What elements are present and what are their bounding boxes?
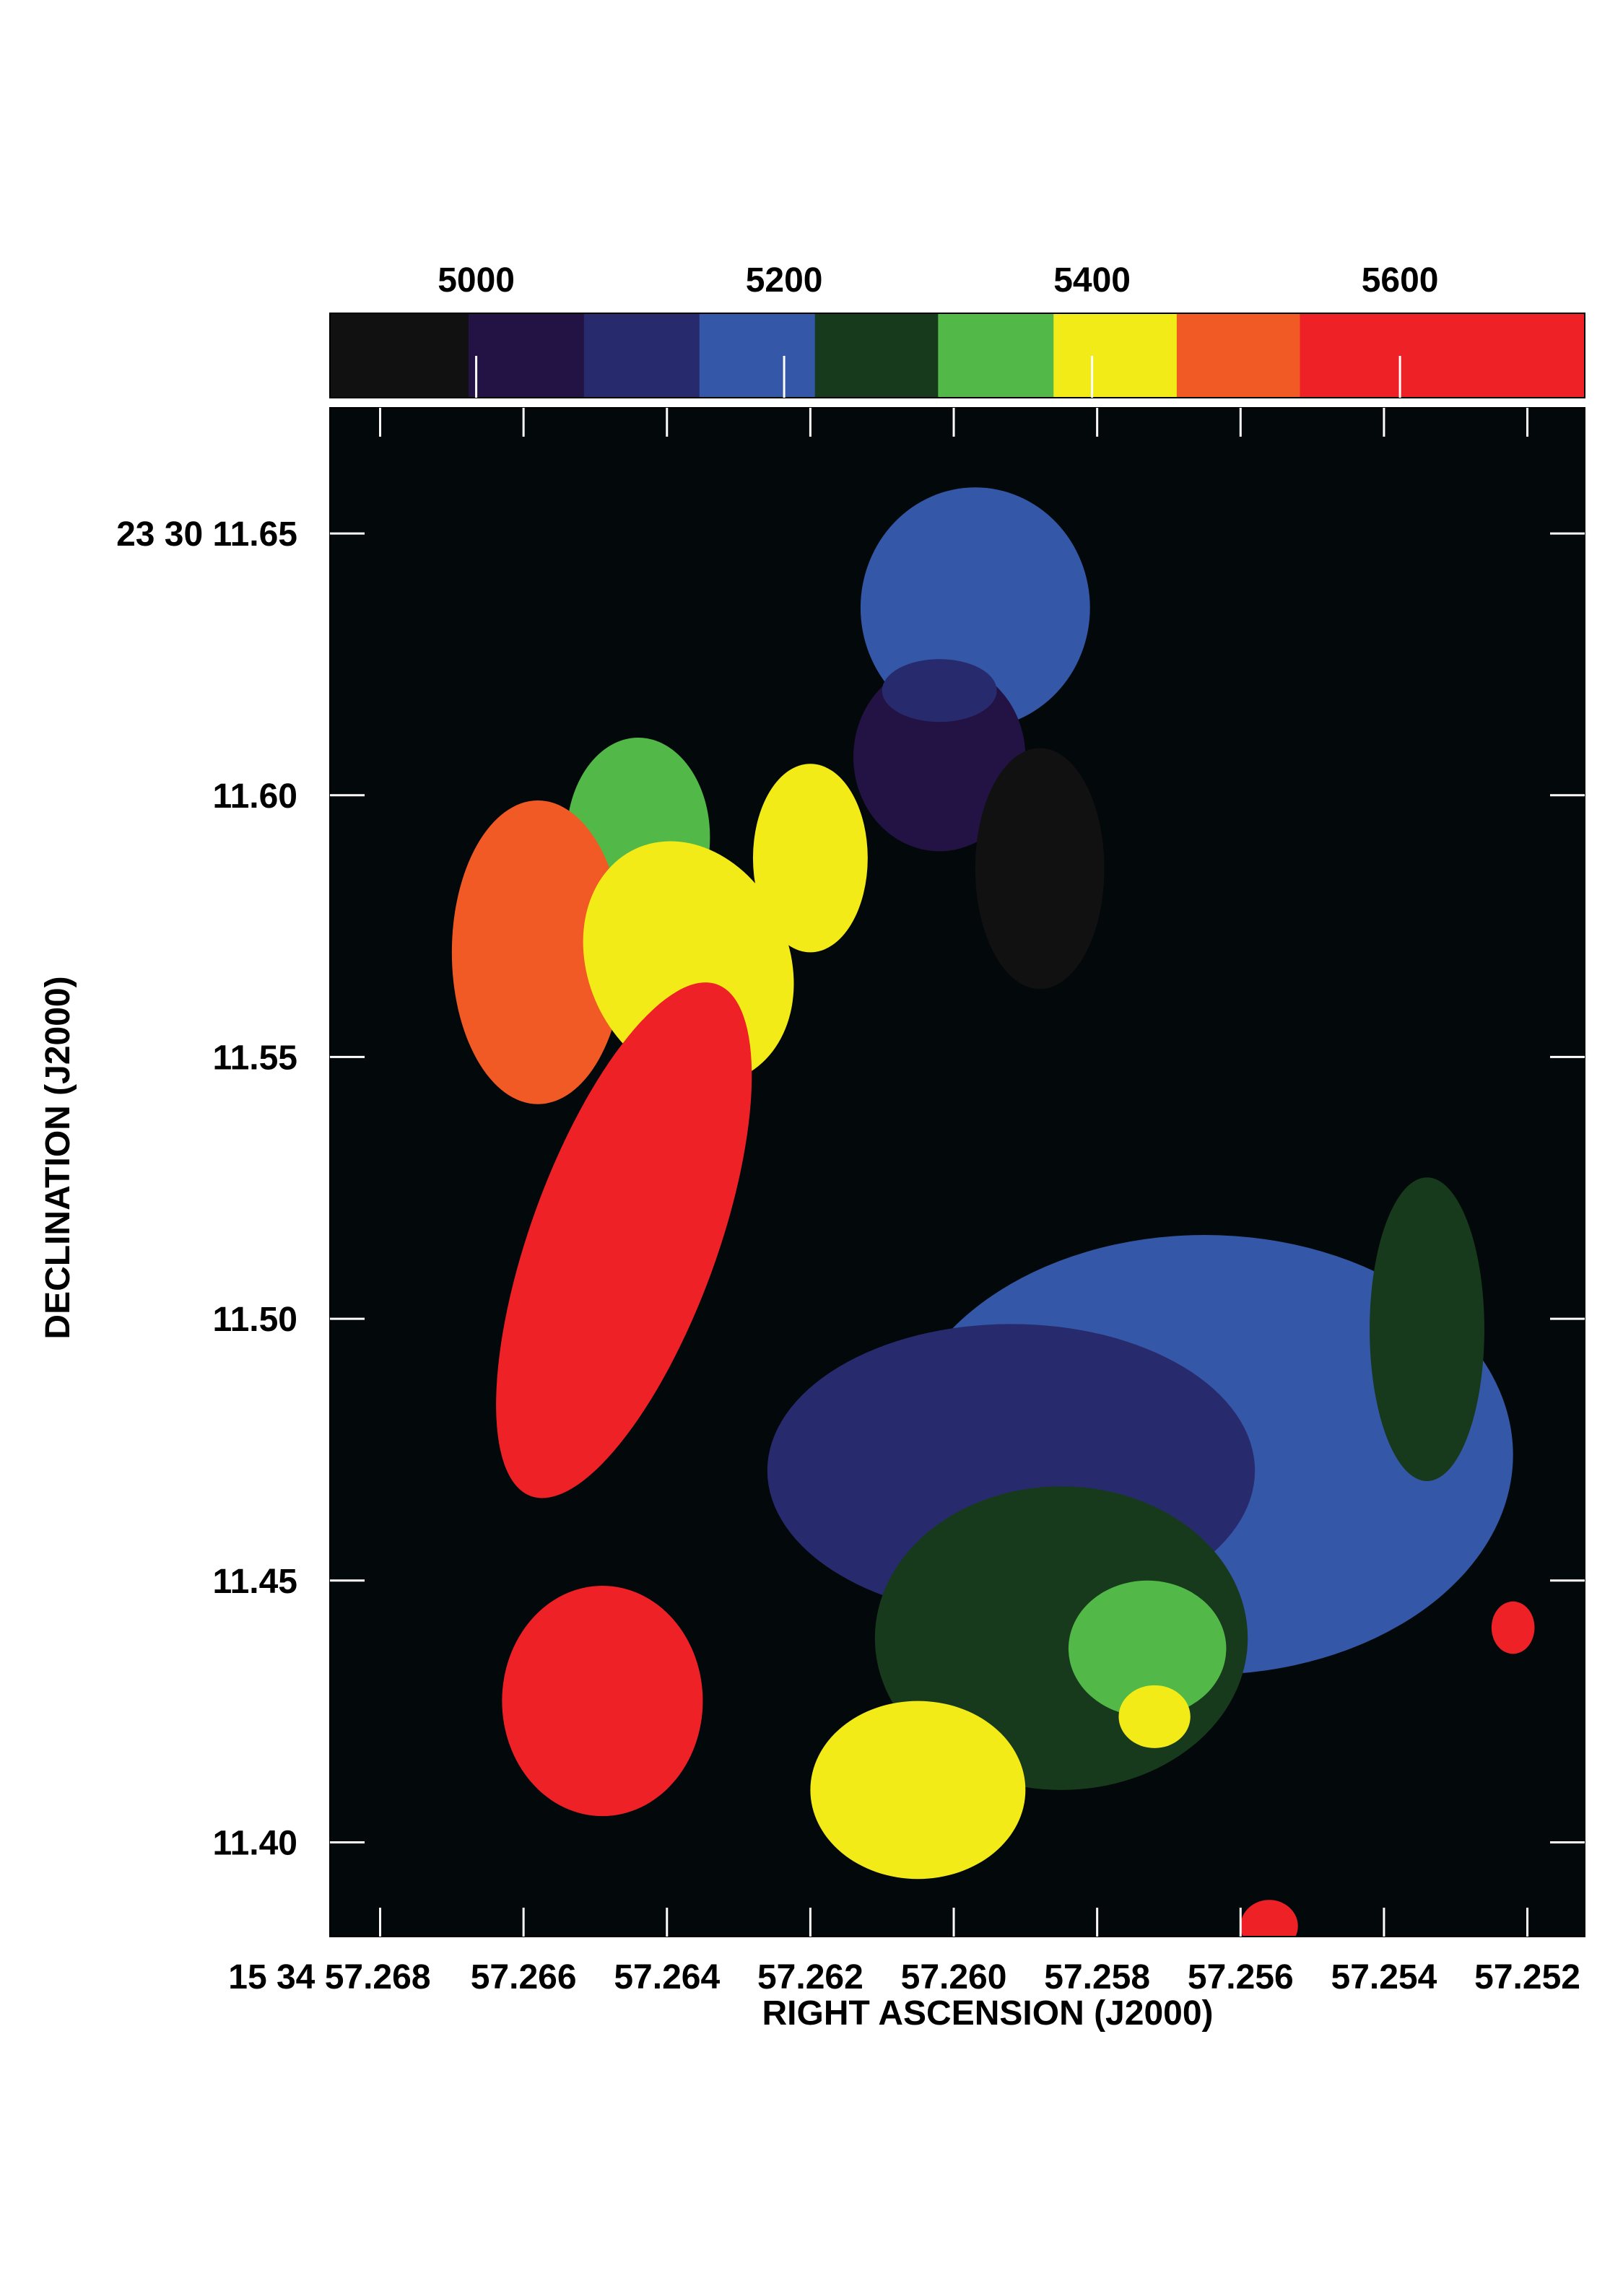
x-tick-label: 57.264 [614,1958,720,1996]
colorbar-bin [938,313,1054,398]
colorbar-tick-labels: 5000 5200 5400 5600 [438,261,1438,300]
colorbar-bin [1300,313,1585,398]
colorbar-frame [329,313,1585,398]
velocity-region [1370,1177,1484,1481]
velocity-regions [451,487,1535,1937]
axis-ticks [330,408,1585,1937]
y-tick-label: 11.60 [213,777,297,816]
colorbar-bin [1053,313,1178,398]
colorbar-tick-label: 5200 [746,261,823,300]
velocity-region [1118,1685,1191,1748]
colorbar-bins [330,313,1585,398]
colorbar-bin [583,313,700,398]
velocity-region [1240,1900,1298,1937]
x-tick-labels: 15 34 57.268 57.266 57.264 57.262 57.260 57.2… [228,1958,1580,1996]
colorbar-ticks [475,356,1401,398]
colorbar-tick-label: 5600 [1362,261,1439,300]
x-tick-label: 57.256 [1188,1958,1294,1996]
y-tick-label: 11.50 [213,1301,297,1339]
velocity-region [810,1701,1026,1880]
x-tick-label: 57.260 [901,1958,1007,1996]
colorbar-bin [699,313,816,398]
x-tick-label: 57.252 [1474,1958,1580,1996]
colorbar-bin [468,313,585,398]
velocity-region [975,748,1105,990]
colorbar: 5000 5200 5400 5600 [329,261,1585,398]
y-axis-label: DECLINATION (J2000) [39,976,77,1339]
y-tick-label: 11.55 [213,1039,297,1077]
x-tick-label: 57.258 [1044,1958,1150,1996]
colorbar-tick-label: 5400 [1053,261,1131,300]
colorbar-bin [330,313,469,398]
x-tick-label: 57.262 [757,1958,863,1996]
velocity-region [1491,1601,1535,1654]
colorbar-bin [1176,313,1300,398]
y-tick-label: 11.45 [213,1563,297,1601]
x-tick-label: 57.266 [471,1958,577,1996]
plot-frame [329,407,1585,1937]
velocity-region [752,764,868,953]
y-tick-label: 11.40 [213,1824,297,1862]
y-tick-labels: 23 30 11.65 11.60 11.55 11.50 11.45 11.40 [116,515,297,1862]
velocity-region [1068,1580,1227,1717]
colorbar-bin [814,313,939,398]
velocity-region [451,800,625,1104]
y-tick-label: 23 30 11.65 [116,515,297,554]
x-tick-label: 57.254 [1331,1958,1437,1996]
velocity-region [882,659,997,723]
plot-panel: 15 34 57.268 57.266 57.264 57.262 57.260 57.2… [116,407,1585,1996]
x-axis-label: RIGHT ASCENSION (J2000) [762,1994,1213,2033]
x-tick-label: 15 34 57.268 [228,1958,430,1996]
colorbar-tick-label: 5000 [438,261,515,300]
velocity-region [502,1586,703,1817]
velocity-region [496,982,752,1498]
